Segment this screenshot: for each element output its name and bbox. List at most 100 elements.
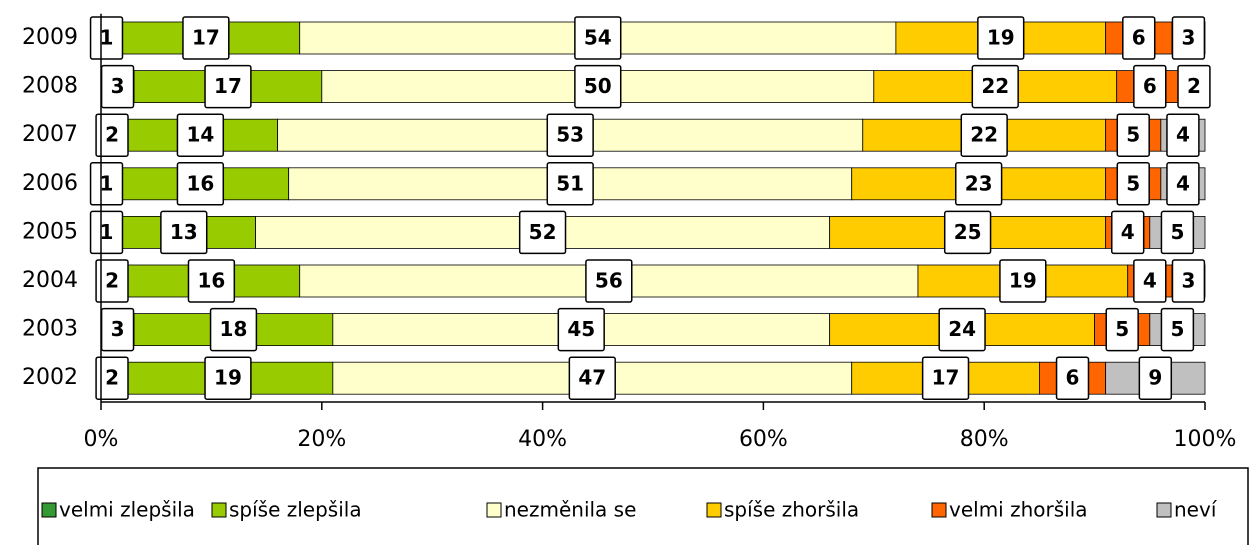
data-label-text: 17 [192, 26, 220, 50]
data-label-box [182, 16, 230, 60]
data-label-box [89, 162, 124, 206]
data-label: 1 [89, 210, 124, 255]
data-label-box [1116, 113, 1150, 157]
data-label-text: 4 [1176, 171, 1190, 195]
data-label: 53 [546, 113, 594, 157]
data-label-box [209, 307, 258, 352]
data-label: 3 [1171, 259, 1206, 303]
data-label-box [971, 64, 1019, 109]
data-label: 22 [971, 64, 1019, 109]
data-label-box [95, 356, 129, 400]
legend-swatch [41, 502, 57, 518]
data-label-box [1166, 162, 1200, 206]
data-label-text: 45 [567, 317, 595, 341]
legend-label: velmi zhoršila [949, 498, 1088, 522]
data-label-box [977, 16, 1025, 60]
legend-swatch [706, 502, 722, 518]
data-label: 19 [999, 259, 1047, 303]
data-label: 5 [1116, 162, 1150, 206]
legend-label: velmi zlepšila [59, 498, 195, 522]
data-label: 5 [1116, 113, 1150, 157]
data-label-box [955, 162, 1003, 206]
data-label: 6 [1122, 16, 1156, 60]
data-label-box [1105, 307, 1139, 352]
data-label: 56 [585, 259, 633, 303]
data-label-text: 16 [186, 171, 214, 195]
data-label: 1 [89, 162, 124, 206]
data-label: 18 [209, 307, 258, 352]
data-label-box [574, 64, 622, 109]
legend-label: nezměnila se [504, 498, 636, 522]
x-tick-label: 80% [960, 427, 1009, 452]
y-tick-label: 2004 [22, 268, 78, 293]
legend-label: spíše zhoršila [724, 498, 859, 522]
legend-box [37, 467, 1249, 545]
data-label: 25 [943, 210, 992, 255]
data-label-text: 54 [584, 26, 612, 50]
data-label-box [89, 16, 124, 60]
data-label: 23 [955, 162, 1003, 206]
data-label-text: 1 [100, 26, 114, 50]
data-label-box [1138, 356, 1173, 400]
data-label: 9 [1138, 356, 1173, 400]
data-label: 4 [1166, 113, 1200, 157]
data-label-text: 22 [970, 123, 998, 147]
data-label-text: 9 [1148, 366, 1162, 390]
data-label-box [1055, 356, 1090, 400]
data-label: 2 [95, 259, 129, 303]
data-label-box [89, 210, 124, 255]
data-label-text: 53 [556, 123, 584, 147]
data-label-box [204, 356, 252, 400]
data-label-text: 18 [220, 317, 248, 341]
data-label-box [574, 16, 622, 60]
data-label-text: 4 [1176, 123, 1190, 147]
data-label-text: 2 [105, 366, 119, 390]
data-label-box [176, 162, 225, 206]
data-label-box [546, 113, 594, 157]
data-label: 5 [1160, 210, 1195, 255]
data-label-box [187, 259, 236, 303]
data-label-text: 17 [932, 366, 960, 390]
legend-swatch [211, 502, 227, 518]
data-label-box [1133, 64, 1167, 109]
x-tick-label: 60% [739, 427, 788, 452]
legend-label: spíše zlepšila [229, 498, 362, 522]
data-label-box [1166, 113, 1200, 157]
data-label-text: 51 [556, 171, 584, 195]
data-label-text: 1 [100, 220, 114, 244]
data-label-box [960, 113, 1008, 157]
data-label-text: 2 [1187, 74, 1201, 98]
data-label-text: 4 [1121, 220, 1135, 244]
data-label: 3 [1171, 16, 1206, 60]
data-label: 3 [100, 307, 135, 352]
data-label-text: 47 [578, 366, 606, 390]
data-label-box [518, 210, 567, 255]
data-label: 45 [557, 307, 605, 352]
y-tick-label: 2006 [22, 171, 78, 196]
legend-swatch [486, 502, 502, 518]
x-tick-label: 100% [1174, 427, 1237, 452]
data-label-box [95, 113, 129, 157]
data-label-box [1133, 259, 1167, 303]
data-label-text: 50 [584, 74, 612, 98]
data-label-box [557, 307, 605, 352]
data-label: 17 [921, 356, 970, 400]
data-label: 14 [176, 113, 225, 157]
data-label-box [1160, 307, 1195, 352]
data-label: 17 [204, 64, 252, 109]
legend-label: neví [1174, 498, 1218, 522]
data-label-text: 25 [954, 220, 982, 244]
data-label: 6 [1133, 64, 1167, 109]
data-label-text: 3 [1181, 269, 1195, 293]
data-label-text: 5 [1115, 317, 1129, 341]
data-label-box [1111, 210, 1145, 255]
data-label-text: 56 [595, 269, 623, 293]
data-label-text: 6 [1066, 366, 1080, 390]
data-label-text: 19 [1009, 269, 1037, 293]
y-tick-label: 2007 [22, 122, 78, 147]
data-label: 4 [1166, 162, 1200, 206]
data-label: 16 [187, 259, 236, 303]
data-label-box [938, 307, 986, 352]
data-label: 47 [568, 356, 616, 400]
y-tick-label: 2005 [22, 219, 78, 244]
